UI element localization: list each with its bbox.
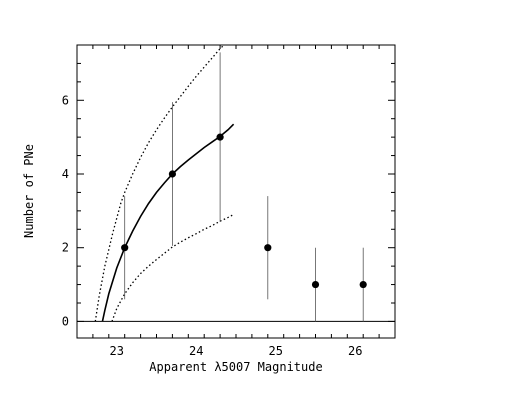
data-point [168, 170, 176, 178]
confidence-curve [94, 45, 225, 322]
fit-curve [101, 123, 235, 322]
data-point [311, 280, 320, 289]
plot-area [77, 45, 395, 322]
plot-frame [76, 44, 396, 339]
y-tick-label: 2 [62, 241, 69, 255]
y-tick-label: 0 [62, 314, 69, 328]
y-tick-label: 6 [62, 93, 69, 107]
x-axis-label: Apparent λ5007 Magnitude [149, 360, 322, 374]
data-point [216, 133, 224, 141]
y-tick-label: 4 [62, 167, 69, 181]
data-point [359, 280, 367, 289]
y-axis-label: Number of PNe [22, 144, 36, 238]
x-tick-label: 23 [110, 344, 124, 358]
data-point [264, 244, 272, 252]
x-tick-label: 26 [348, 344, 362, 358]
x-tick-label: 24 [189, 344, 203, 358]
x-tick-label: 25 [269, 344, 283, 358]
data-point [121, 244, 129, 252]
